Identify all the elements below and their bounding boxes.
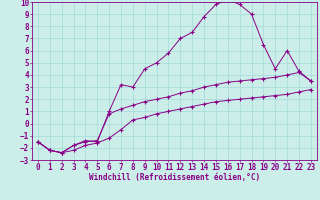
X-axis label: Windchill (Refroidissement éolien,°C): Windchill (Refroidissement éolien,°C) [89, 173, 260, 182]
